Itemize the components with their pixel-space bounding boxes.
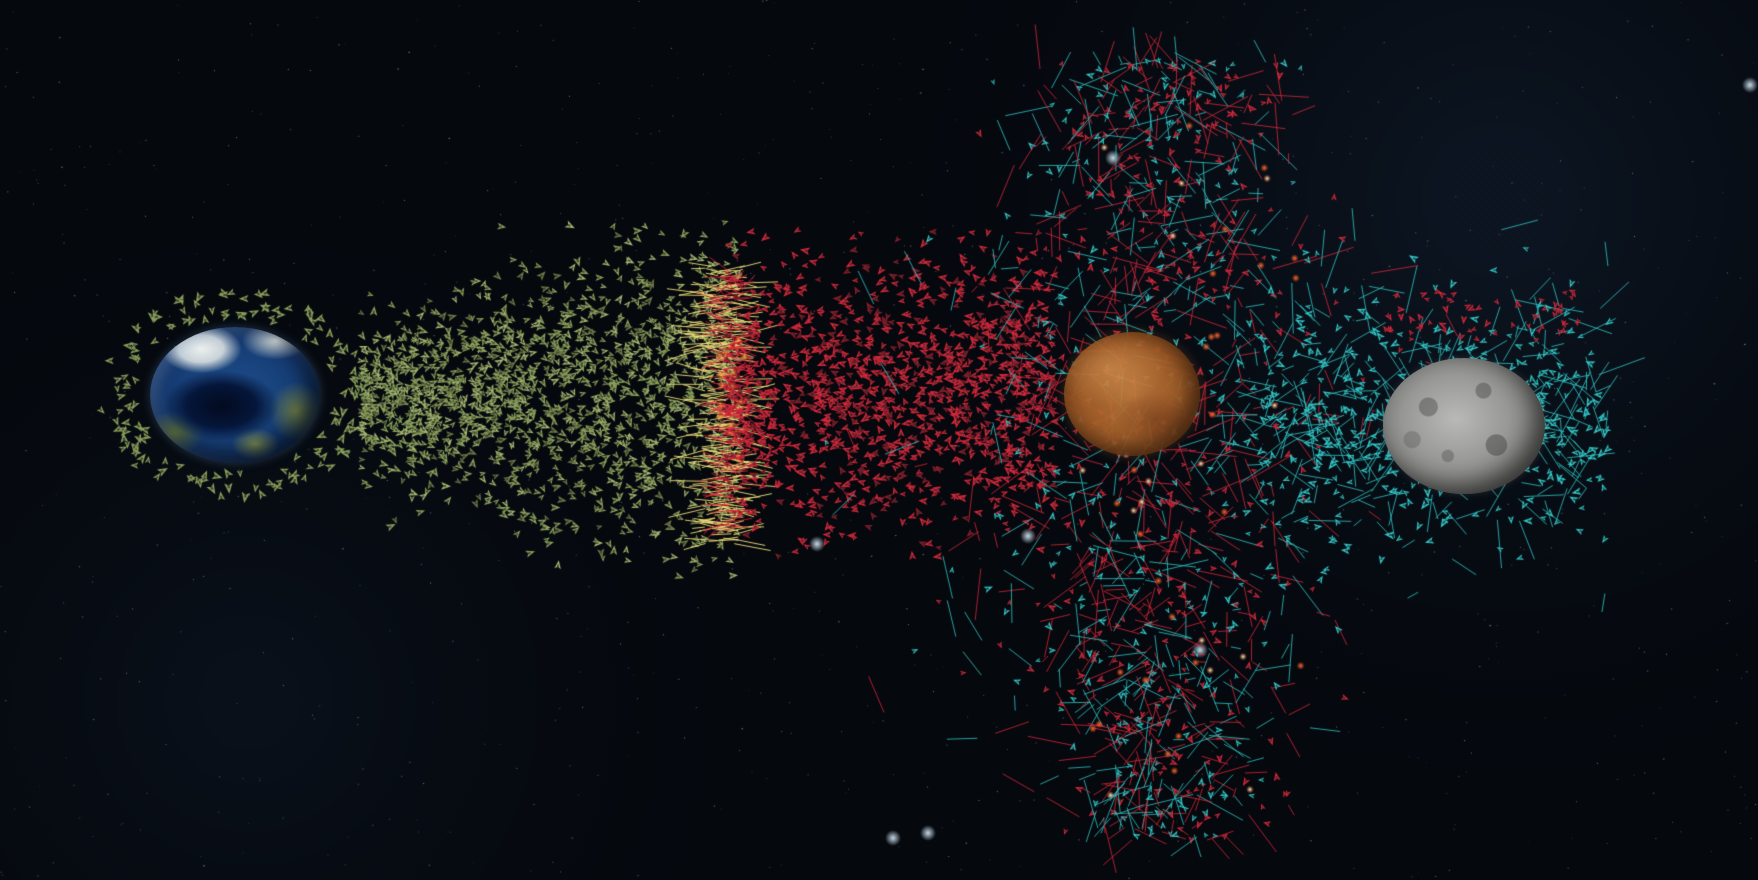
planet-moon: [1383, 358, 1545, 494]
planet-mars: [1064, 332, 1200, 456]
planet-earth: [150, 327, 320, 463]
